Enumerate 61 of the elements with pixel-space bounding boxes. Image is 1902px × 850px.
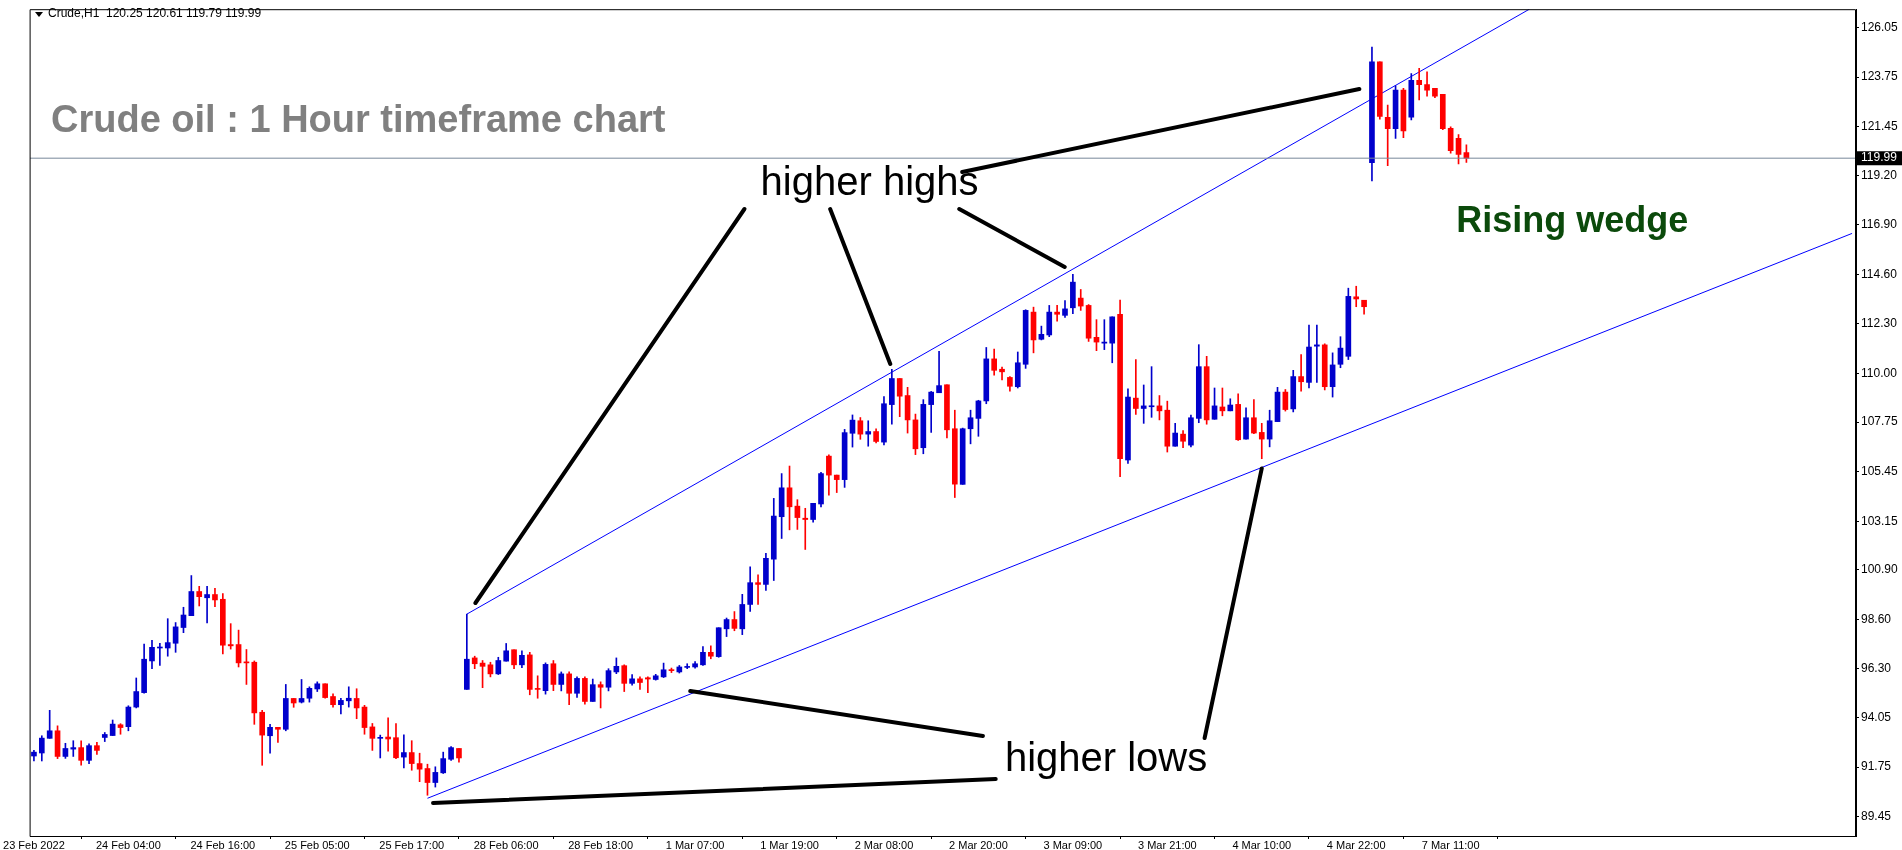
text: Crude oil : 1 Hour timeframe chart: [51, 98, 666, 141]
candlestick: [645, 676, 651, 693]
candlestick: [401, 734, 407, 769]
y-tick-label: 126.05: [1861, 19, 1899, 34]
y-tick-label: 96.30: [1861, 661, 1892, 676]
ref-line-label: 119.99: [1861, 150, 1898, 165]
y-tick-label: 116.90: [1861, 217, 1898, 232]
annotation: Rising wedge: [1456, 198, 1689, 240]
x-tick-label: 3 Mar 09:00: [1043, 838, 1103, 850]
x-tick-label: 24 Feb 16:00: [190, 838, 256, 850]
y-tick-label: 91.75: [1861, 759, 1892, 774]
candlestick: [1054, 305, 1060, 322]
y-tick-label: 123.75: [1861, 69, 1899, 84]
candlestick: [204, 586, 210, 624]
y-tick-label: 110.00: [1861, 365, 1898, 380]
candlestick: [1384, 104, 1391, 167]
x-tick-label: 2 Mar 08:00: [854, 838, 914, 850]
x-tick-label: 1 Mar 07:00: [665, 838, 725, 850]
x-tick-label: 7 Mar 11:00: [1421, 838, 1480, 850]
y-tick-label: 121.45: [1861, 119, 1899, 134]
x-tick-label: 4 Mar 22:00: [1326, 838, 1386, 850]
y-tick-label: 89.45: [1861, 808, 1892, 823]
candlestick: [227, 623, 234, 650]
y-tick-label: 119.20: [1861, 167, 1898, 182]
x-tick-label: 28 Feb 06:00: [473, 838, 539, 850]
candlestick: [802, 507, 809, 550]
annotation: higher lows: [1004, 735, 1208, 780]
candlestick: [345, 686, 352, 708]
x-tick-label: 1 Mar 19:00: [760, 838, 819, 850]
candlestick: [1353, 285, 1360, 308]
y-tick-label: 114.60: [1861, 266, 1898, 281]
x-tick-label: 28 Feb 18:00: [568, 838, 634, 850]
candlestick: [755, 574, 761, 605]
candlestick: [70, 740, 77, 757]
chart-subtitle: Crude,H1 120.25 120.61 119.79 119.99: [48, 6, 262, 21]
candlestick: [865, 420, 872, 447]
x-tick-label: 23 Feb 2022: [3, 838, 65, 850]
y-tick-label: 105.45: [1861, 463, 1899, 478]
candlestick: [1258, 423, 1265, 460]
y-tick-label: 98.60: [1861, 611, 1892, 626]
x-tick-label: 25 Feb 05:00: [284, 838, 350, 850]
y-tick-label: 100.90: [1861, 562, 1899, 577]
candlestick: [1416, 67, 1423, 101]
candlestick: [275, 727, 281, 743]
x-tick-label: 2 Mar 20:00: [949, 838, 1008, 850]
candlestick: [1298, 354, 1304, 392]
x-tick-label: 25 Feb 17:00: [379, 838, 445, 850]
y-tick-label: 94.05: [1861, 709, 1892, 724]
x-tick-label: 3 Mar 21:00: [1137, 838, 1197, 850]
annotation: higher highs: [760, 159, 979, 204]
x-tick-label: 24 Feb 04:00: [95, 838, 161, 850]
candlestick: [164, 618, 171, 657]
candlestick: [1140, 384, 1147, 424]
x-tick-label: 4 Mar 10:00: [1232, 838, 1292, 850]
y-tick-label: 112.30: [1861, 316, 1898, 331]
candlestick: [936, 351, 942, 394]
candlestick: [1133, 359, 1139, 415]
y-tick-label: 103.15: [1861, 513, 1899, 528]
y-tick-label: 107.75: [1861, 414, 1899, 429]
candlestick: [1314, 324, 1320, 383]
candlestick: [377, 734, 384, 759]
